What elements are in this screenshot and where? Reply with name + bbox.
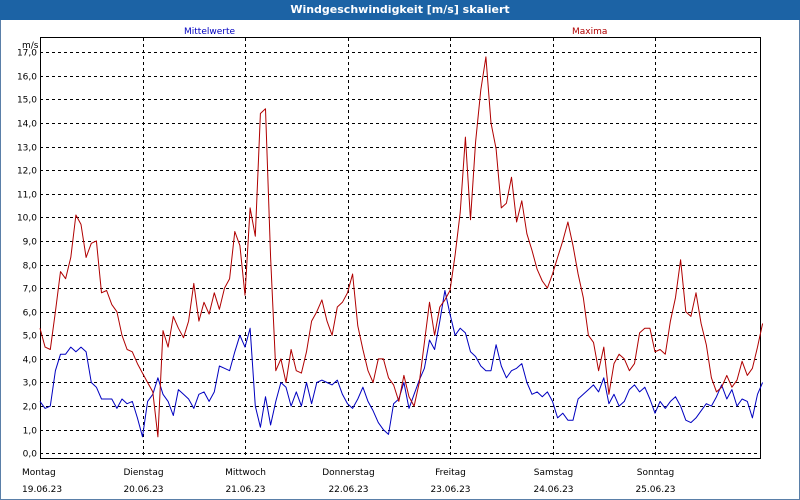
x-tick-date: 23.06.23 <box>430 485 470 495</box>
y-tick-label: 6,0 <box>23 309 38 319</box>
legend-mean: Mittelwerte <box>184 27 235 37</box>
chart-title-bar: Windgeschwindigkeit [m/s] skaliert <box>0 0 800 20</box>
y-tick-labels: 0,0 1,0 2,0 3,0 4,0 5,0 6,0 7,0 8,0 9,0 10,0 11,0 12… <box>17 49 37 460</box>
grid-lines <box>40 38 760 458</box>
y-tick-label: 13,0 <box>17 144 37 154</box>
axes <box>40 37 761 459</box>
y-tick-label: 5,0 <box>23 332 38 342</box>
plot-border <box>40 37 761 459</box>
y-tick-label: 3,0 <box>23 379 38 389</box>
x-tick-date: 19.06.23 <box>22 485 62 495</box>
y-tick-label: 9,0 <box>23 238 38 248</box>
x-tick-day: Samstag <box>534 468 573 478</box>
y-tick-label: 7,0 <box>23 285 38 295</box>
x-tick-date: 21.06.23 <box>225 485 265 495</box>
y-tick-label: 14,0 <box>17 120 37 130</box>
y-tick-label: 8,0 <box>23 262 38 272</box>
y-axis-label: m/s <box>22 41 39 51</box>
y-tick-label: 11,0 <box>17 191 37 201</box>
series-lines <box>39 56 764 438</box>
x-tick-date: 24.06.23 <box>533 485 573 495</box>
x-tick-day: Mittwoch <box>225 468 266 478</box>
y-tick-label: 12,0 <box>17 167 37 177</box>
max-series-line <box>39 56 764 438</box>
y-tick-label: 2,0 <box>23 403 38 413</box>
x-tick-date: 20.06.23 <box>123 485 163 495</box>
x-tick-labels: Montag 19.06.23 Dienstag 20.06.23 Mittwoch 21… <box>22 468 676 495</box>
legend-max: Maxima <box>572 27 607 37</box>
x-tick-day: Donnerstag <box>322 468 375 478</box>
y-tick-label: 0,0 <box>23 450 38 460</box>
x-tick-day: Freitag <box>435 468 466 478</box>
y-tick-label: 10,0 <box>17 214 37 224</box>
x-tick-date: 25.06.23 <box>635 485 675 495</box>
x-tick-day: Sonntag <box>637 468 674 478</box>
y-tick-label: 16,0 <box>17 73 37 83</box>
y-tick-label: 17,0 <box>17 49 37 59</box>
x-tick-day: Montag <box>22 468 56 478</box>
y-tick-label: 1,0 <box>23 427 38 437</box>
x-tick-day: Dienstag <box>123 468 163 478</box>
x-tick-date: 22.06.23 <box>328 485 368 495</box>
y-tick-label: 4,0 <box>23 356 38 366</box>
chart-title: Windgeschwindigkeit [m/s] skaliert <box>290 3 510 16</box>
y-tick-label: 15,0 <box>17 96 37 106</box>
